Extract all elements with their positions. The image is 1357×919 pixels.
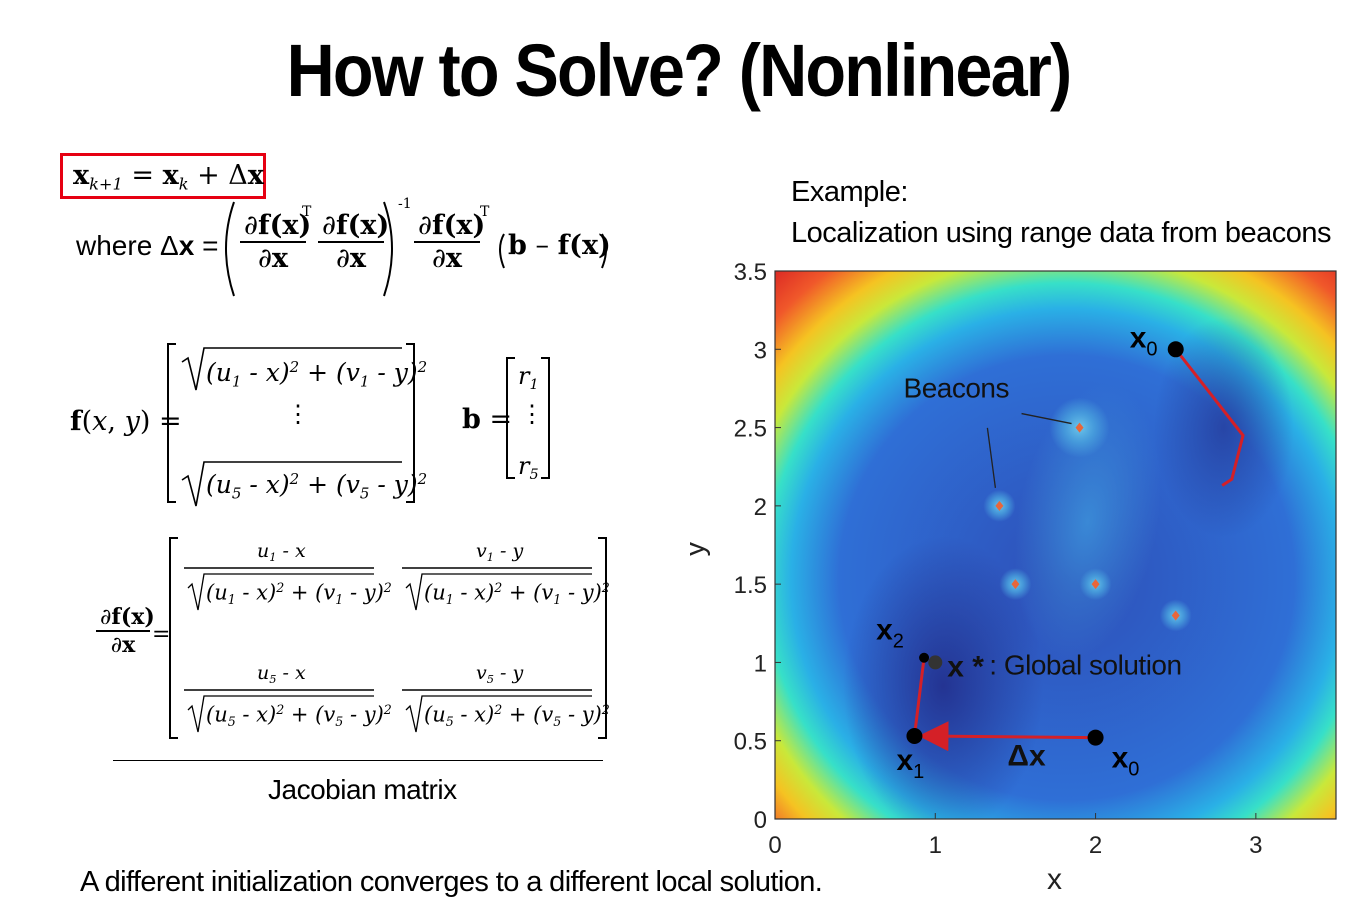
y-tick-label: 1.5: [734, 572, 767, 599]
second-basin: [1153, 317, 1294, 538]
trajectory-a-point-1: [906, 728, 923, 745]
localization-chart: 0 1 2 3 0 0.5 1 1.5 2 2.5 3 3.5 x y Beacons x0 x2 x1 x0 Δx…: [690, 259, 1337, 895]
example-subtitle: Localization using range data from beaco…: [791, 217, 1332, 249]
x-star-label: x *: [947, 650, 984, 683]
beacon-marker-5: [1171, 610, 1180, 621]
slide-title: How to Solve? (Nonlinear): [286, 29, 1073, 112]
f-matrix-brackets: [167, 343, 415, 507]
contour-background: [775, 271, 1336, 819]
jacobian-divider: [113, 760, 603, 761]
y-tick-label: 2.5: [734, 416, 767, 443]
plot-frame: [774, 270, 1337, 820]
example-heading: Example:: [791, 176, 908, 208]
beacon-marker-3: [1011, 579, 1020, 590]
y-tick-label: 3.5: [734, 259, 767, 286]
x-tick-label: 0: [768, 832, 781, 859]
jacobian-caption: Jacobian matrix: [268, 774, 457, 805]
y-tick-label: 1: [754, 650, 767, 677]
chart-axes: 0 1 2 3 0 0.5 1 1.5 2 2.5 3 3.5 x y: [690, 259, 1337, 895]
y-tick-label: 0: [754, 807, 767, 834]
y-axis-label: y: [690, 542, 711, 557]
x-tick-label: 2: [1089, 832, 1102, 859]
trajectory-b-start: [1167, 341, 1184, 358]
local-minimum-basin: [843, 535, 1044, 819]
global-solution-label: : Global solution: [989, 649, 1181, 680]
update-equation: xk+1 = xk + Δx: [73, 160, 264, 194]
beacon-marker-2: [995, 500, 1004, 511]
x-tick-label: 3: [1249, 832, 1262, 859]
chart-marks: [906, 341, 1245, 752]
y-tick-label: 3: [754, 337, 767, 364]
x2-label: x2: [876, 614, 904, 653]
x0-bottom-label: x0: [1112, 742, 1140, 781]
update-equation-highlight: [60, 153, 266, 199]
jacobian-brackets: [169, 537, 607, 739]
y-tick-label: 0.5: [734, 729, 767, 756]
beacon-marker-1: [1075, 422, 1084, 433]
trajectory-a-point-0: [1087, 729, 1104, 746]
delta-x-brackets: [225, 201, 607, 297]
footer-note: A different initialization converges to …: [80, 866, 823, 898]
x0-top-label: x0: [1130, 321, 1158, 360]
y-tick-label: 2: [754, 494, 767, 521]
beacon-marker-4: [1091, 579, 1100, 590]
chart-annotations: Beacons x0 x2 x1 x0 Δx x *: Global solution: [876, 321, 1182, 783]
beacons-leader-2: [986, 427, 997, 488]
trajectory-b-path: [1174, 348, 1245, 487]
beacons-leader-1: [1021, 412, 1072, 425]
b-matrix-brackets: [506, 357, 550, 479]
x-tick-label: 1: [929, 832, 942, 859]
delta-x-label: Δx: [1007, 740, 1046, 773]
trajectory-a-point-2: [919, 652, 930, 663]
beacons-label: Beacons: [904, 373, 1009, 404]
global-solution-point: [928, 655, 943, 670]
delta-x-arrow: [918, 721, 1096, 752]
trajectory-a-step2: [912, 657, 926, 737]
x1-label: x1: [896, 744, 924, 783]
x-axis-label: x: [1047, 863, 1062, 895]
ridge-region: [1014, 383, 1161, 660]
